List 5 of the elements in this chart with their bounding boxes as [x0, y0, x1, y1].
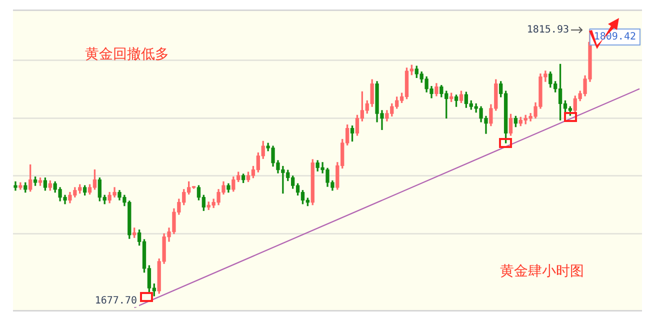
annotation: 1809.42	[594, 32, 636, 43]
annotation: 黄金肆小时图	[500, 264, 584, 280]
annotation: 黄金回撤低多	[85, 46, 169, 63]
annotation: 1815.93	[526, 24, 569, 36]
annotation: 1677.70	[94, 296, 137, 307]
